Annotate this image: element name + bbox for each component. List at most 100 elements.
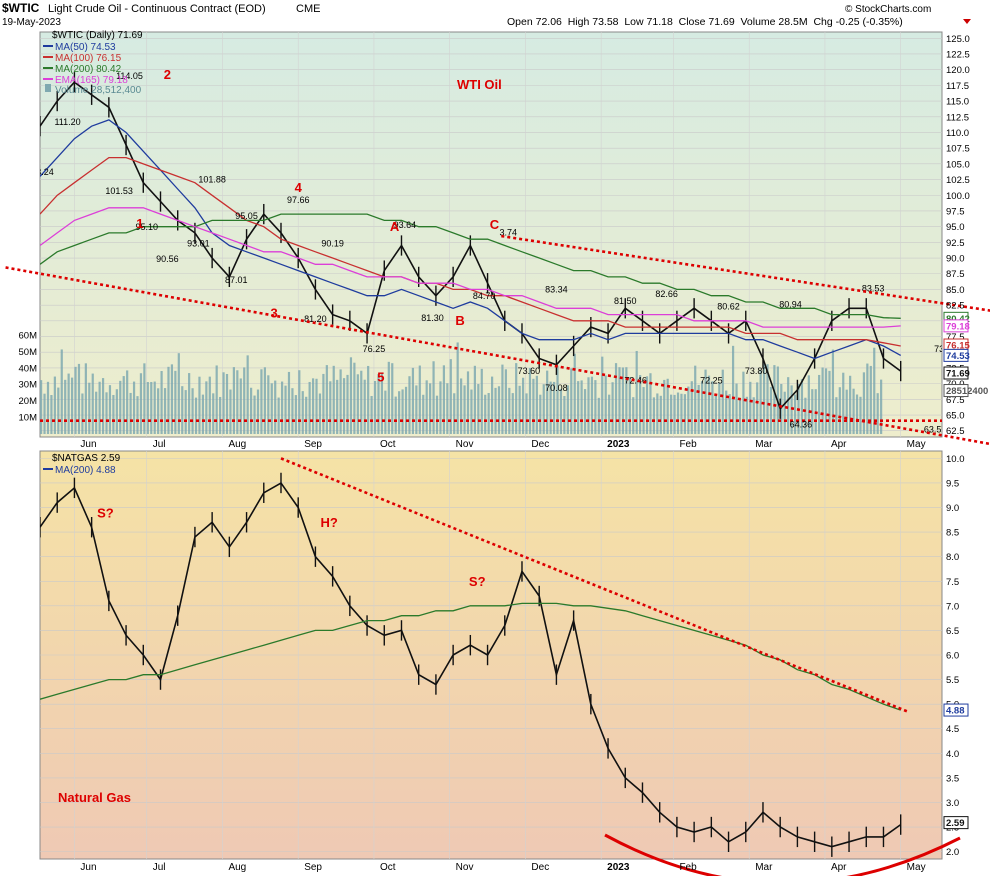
volume-bar [129,392,132,434]
volume-bar [308,381,311,434]
price-value-label: 93.01 [187,239,210,249]
volume-bar [157,388,160,434]
volume-bar [707,375,711,434]
volume-bar [583,389,587,434]
volume-bar [418,365,421,434]
volume-bar [718,382,721,434]
price-value-label: 87.01 [225,275,248,285]
panel-content: S? H? S? [40,451,942,859]
volume-bar [835,397,838,434]
volume-bar [398,391,401,434]
volume-bar [339,369,342,434]
volume-bar [219,396,222,434]
volume-bar [521,377,525,434]
volume-bar [298,370,301,434]
volume-bar [287,371,291,434]
volume-tick-label: 60M [19,330,38,341]
wave-annotation: A [390,219,400,234]
y-tick-label: 7.5 [946,577,959,588]
price-value-label: 90.19 [321,239,344,249]
x-tick-label: Apr [831,439,847,450]
volume-bar [515,363,518,434]
chart-exchange: CME [296,3,320,15]
volume-bar [284,385,287,434]
y-tick-label: 100.0 [946,191,970,202]
price-value-label: 83.53 [862,283,885,293]
volume-bar [566,385,569,434]
y-tick-label: 3.5 [946,773,959,784]
y-tick-label: 115.0 [946,97,969,108]
wti-panel [39,31,943,438]
volume-bar [239,378,242,434]
price-value-label: 3.74 [499,227,517,237]
volume-bar [67,373,70,434]
volume-bar [831,349,835,434]
price-tag [943,816,969,830]
volume-bar [838,387,841,434]
stockcharts-brand: © StockCharts.com [845,4,931,15]
volume-bar [745,396,748,434]
volume-bar [632,397,635,434]
volume-bar [449,359,452,434]
volume-bar [580,380,583,434]
ohlc-readout: Open 72.06 High 73.58 Low 71.18 Close 71… [507,16,903,28]
volume-bar [391,363,394,434]
volume-bar [728,394,731,434]
volume-bar [804,397,807,434]
volume-bar [311,378,315,434]
volume-bar [208,376,211,434]
volume-bar [143,363,146,434]
volume-bar [666,378,669,434]
volume-bar [411,367,415,434]
volume-bar [360,370,363,434]
volume-bar [497,386,501,434]
wti-plot: 103.24 111.20 114.05 101.53 95.10 90.56 93.01 1… [5,32,990,446]
y-tick-label: 6.5 [946,626,959,637]
volume-bar [167,366,170,434]
volume-bar [787,377,790,434]
price-tag [943,366,969,380]
legend-ma200: MA(200) 80.42 [55,64,122,75]
volume-bar [260,369,263,434]
dropdown-arrow-icon[interactable] [963,19,971,24]
volume-bar [597,397,600,434]
volume-bar [549,381,552,434]
volume-bar [487,393,490,434]
volume-bar [270,383,273,434]
volume-bar [105,392,108,434]
wave-annotation: 1 [136,216,143,231]
volume-bar [639,375,642,434]
volume-bar [91,373,94,434]
ema165-line [40,207,901,328]
price-tag [943,348,969,362]
x-tick-label: Nov [456,862,474,873]
y-tick-label: 90.0 [946,254,965,265]
volume-bar [470,389,473,434]
y-tick-label: 87.5 [946,269,965,280]
volume-bar [769,386,773,434]
volume-bar [177,353,180,434]
ma50-line [40,119,902,360]
y-tick-label: 4.5 [946,724,959,735]
volume-bar [800,379,804,434]
volume-bar [40,380,43,434]
volume-bar [150,381,153,434]
wave-annotation: 5 [377,370,384,385]
x-tick-label: Aug [228,862,246,873]
volume-bar [222,372,225,434]
volume-bar [480,368,483,434]
trendline [501,234,990,312]
volume-tick-label: 30M [19,380,38,391]
price-value-label: 103.24 [26,167,54,177]
price-value-label: 93.64 [394,220,417,230]
price-value-label: 101.53 [105,186,133,196]
volume-bar [552,381,556,434]
volume-bar [866,363,869,434]
price-value-label: 114.05 [116,71,143,81]
natgas-chart-label: Natural Gas [58,790,131,805]
x-tick-label: 2023 [607,439,630,450]
volume-bar [139,373,143,434]
volume-bar [852,388,855,434]
volume-bar [518,385,521,434]
x-tick-label: Sep [304,439,322,450]
